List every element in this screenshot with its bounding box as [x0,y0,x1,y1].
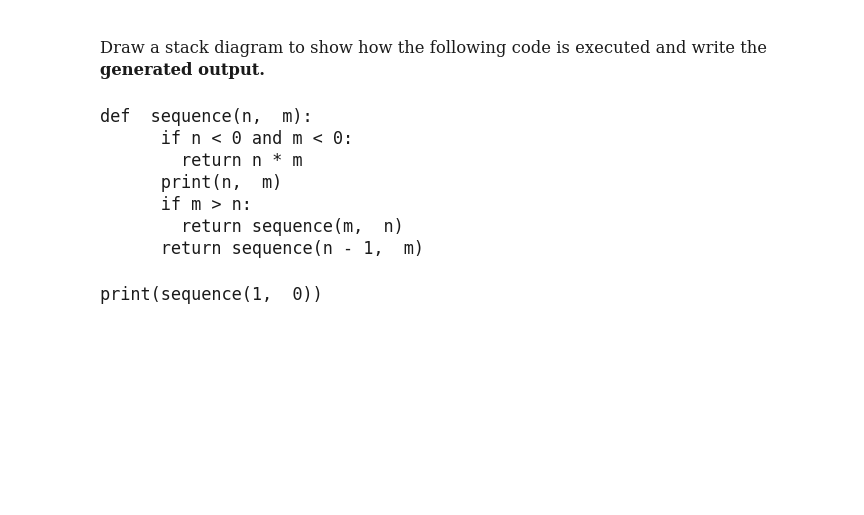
Text: Draw a stack diagram to show how the following code is executed and write the: Draw a stack diagram to show how the fol… [100,40,767,57]
Text: def  sequence(n,  m):: def sequence(n, m): [100,108,313,126]
Text: return sequence(m,  n): return sequence(m, n) [100,218,403,236]
Text: if m > n:: if m > n: [100,196,252,214]
Text: if n < 0 and m < 0:: if n < 0 and m < 0: [100,130,353,148]
Text: print(n,  m): print(n, m) [100,174,283,192]
Text: return sequence(n - 1,  m): return sequence(n - 1, m) [100,240,424,258]
Text: generated output.: generated output. [100,62,265,79]
Text: return n * m: return n * m [100,152,302,170]
Text: print(sequence(1,  0)): print(sequence(1, 0)) [100,286,323,304]
